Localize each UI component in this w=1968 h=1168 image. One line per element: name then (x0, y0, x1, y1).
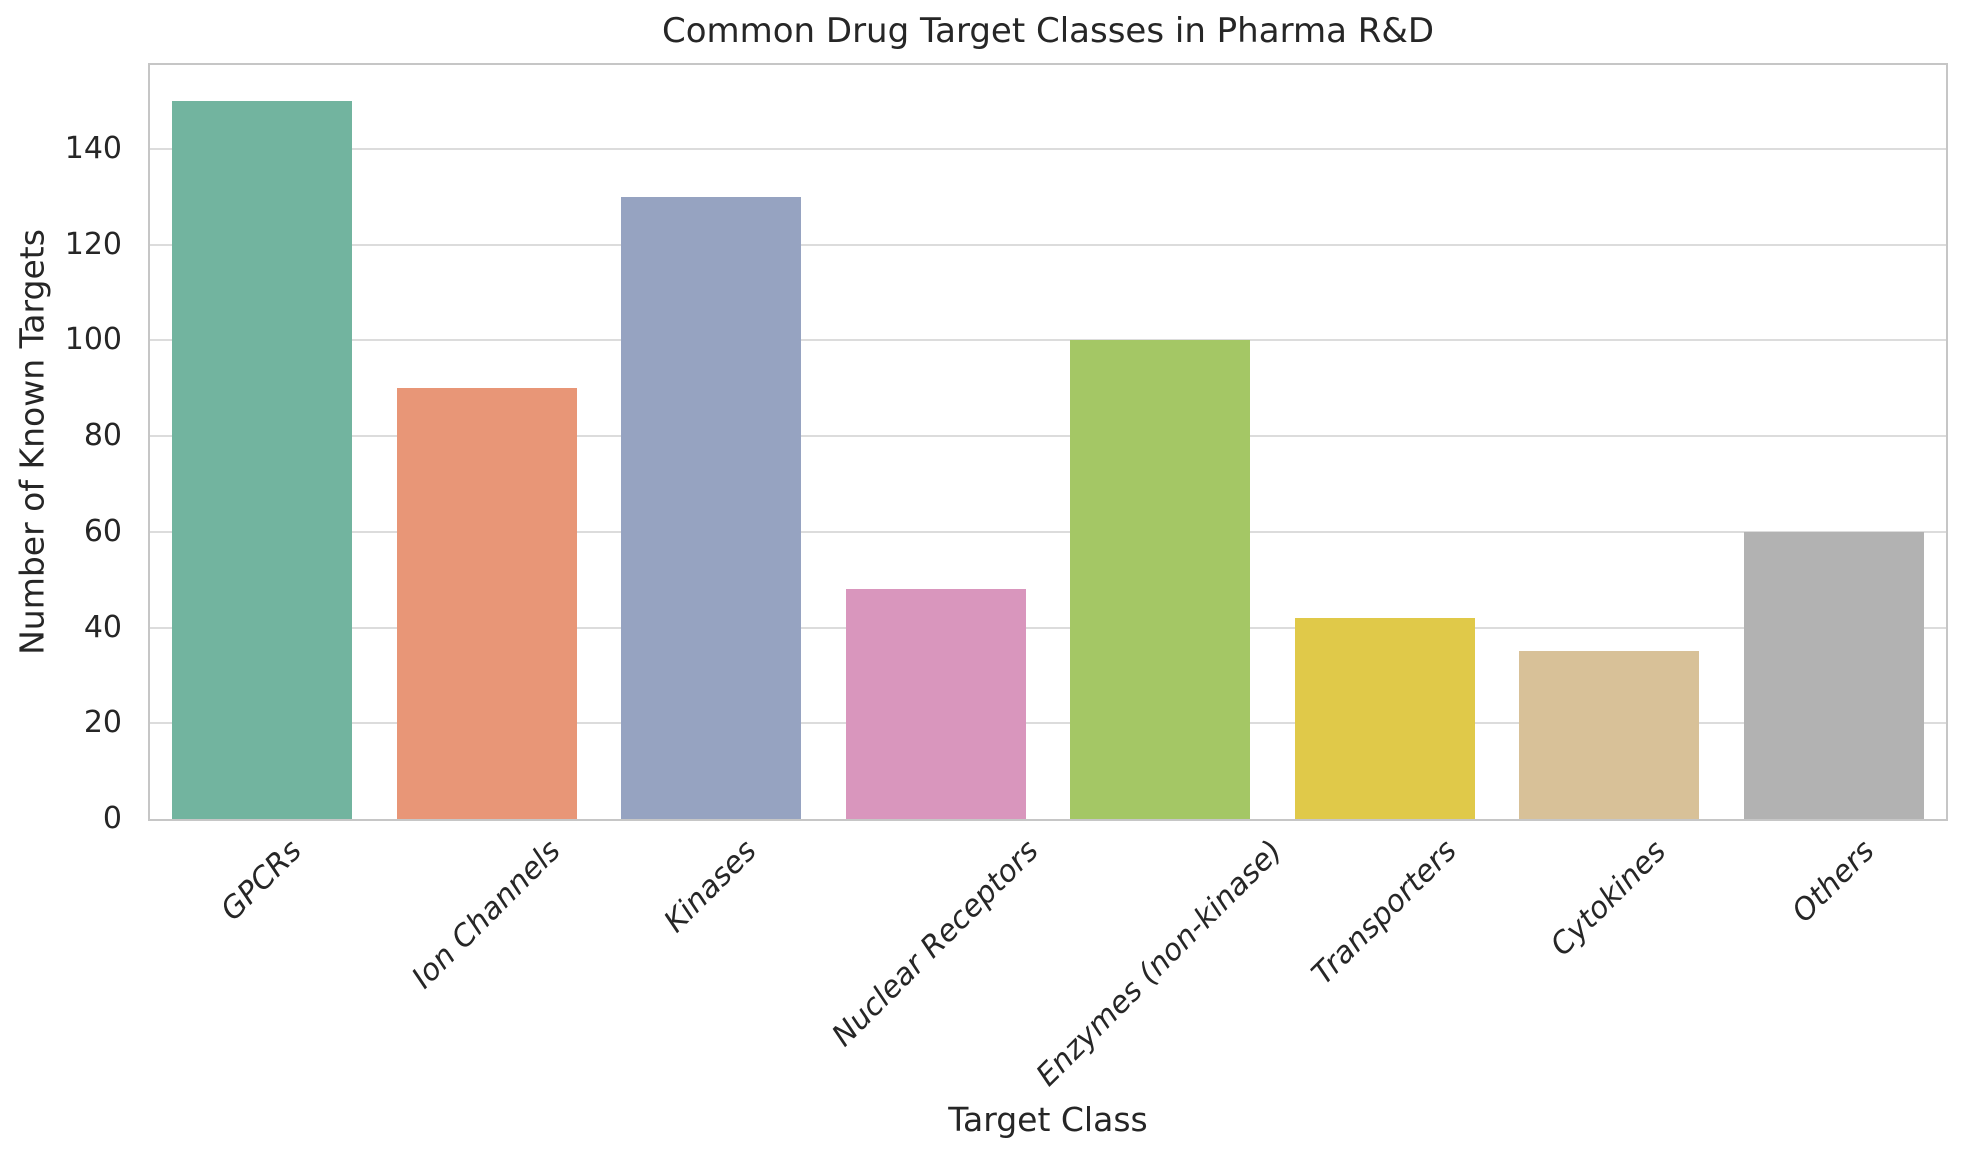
x-tick-label-nuclear-receptors: Nuclear Receptors (825, 833, 1046, 1054)
y-tick-label-60: 60 (83, 513, 122, 549)
y-tick-label-80: 80 (83, 418, 122, 454)
bar-nuclear-receptors (845, 589, 1026, 819)
y-axis-label: Number of Known Targets (12, 229, 52, 655)
y-tick-label-20: 20 (83, 705, 122, 741)
gridline-20 (150, 722, 1946, 725)
bar-enzymes-non-kinase (1070, 340, 1251, 819)
bar-transporters (1294, 617, 1475, 819)
x-axis-label: Target Class (948, 1100, 1148, 1139)
x-tick-label-enzymes-non-kinase: Enzymes (non-kinase) (1029, 833, 1290, 1094)
gridline-120 (150, 243, 1946, 246)
x-tick-label-others: Others (1785, 833, 1882, 930)
x-tick-label-cytokines: Cytokines (1544, 833, 1674, 963)
x-tick-label-ion-channels: Ion Channels (405, 833, 568, 996)
y-tick-label-40: 40 (83, 609, 122, 645)
chart-title: Common Drug Target Classes in Pharma R&D (661, 11, 1435, 51)
x-tick-label-gpcrs: GPCRs (214, 833, 310, 929)
bar-kinases (621, 196, 802, 819)
x-tick-label-transporters: Transporters (1304, 833, 1464, 992)
y-tick-label-100: 100 (64, 322, 122, 358)
bar-ion-channels (396, 388, 577, 819)
gridline-80 (150, 435, 1946, 438)
gridline-60 (150, 530, 1946, 533)
y-tick-label-120: 120 (64, 226, 122, 262)
plot-area: 0 20 40 60 80 100 120 140 GPCRs Ion Channels Kina… (65, 63, 1948, 1093)
x-tick-label-kinases: Kinases (657, 833, 764, 940)
gridline-40 (150, 626, 1946, 629)
bar-cytokines (1519, 651, 1700, 819)
bar-others (1743, 531, 1924, 819)
gridline-100 (150, 339, 1946, 342)
bar-gpcrs (172, 100, 353, 819)
y-tick-label-0: 0 (102, 801, 122, 836)
y-tick-label-140: 140 (64, 130, 122, 166)
gridline-140 (150, 147, 1946, 150)
